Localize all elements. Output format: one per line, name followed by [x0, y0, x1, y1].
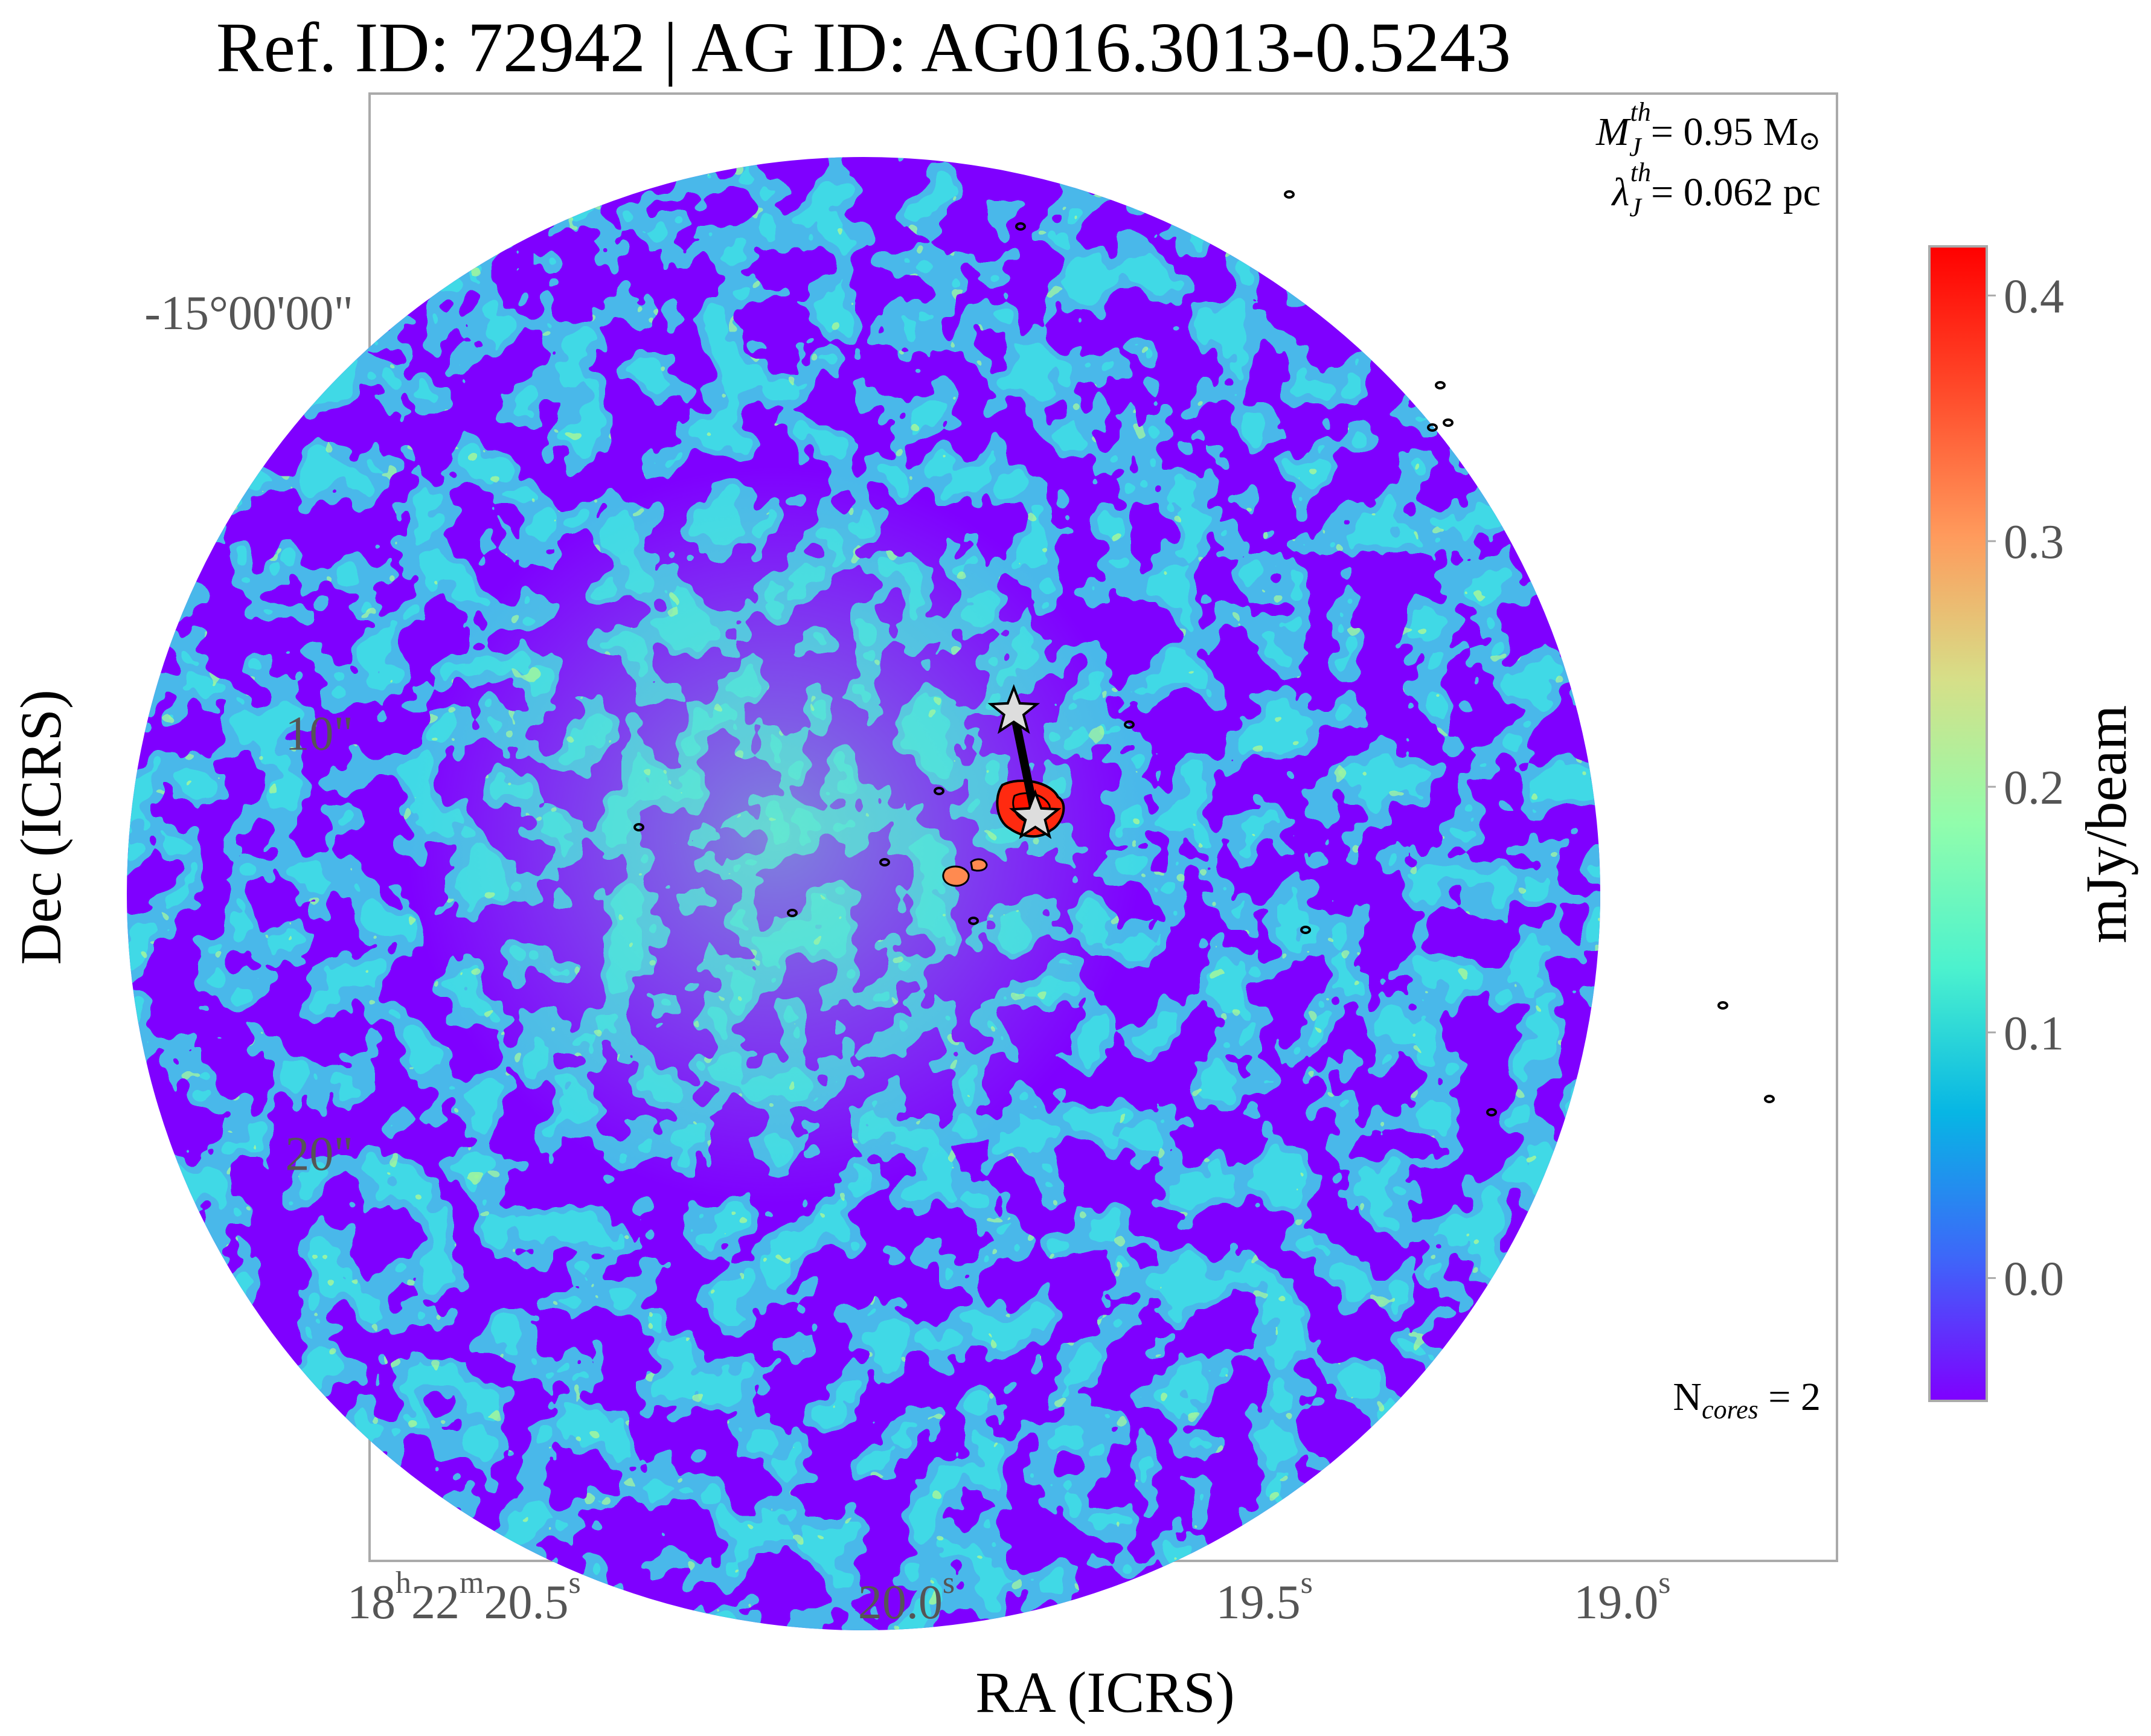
y-tick-label-1: 10" — [285, 707, 353, 760]
x-tick-label-1: 20.0s — [858, 1566, 955, 1629]
colorbar-label: mJy/beam — [2074, 705, 2138, 944]
noise-contour-3 — [1443, 418, 1454, 427]
heatmap-image — [127, 157, 1600, 1630]
y-axis-label: Dec (ICRS) — [8, 690, 73, 965]
colorbar-tick-label-0: 0.0 — [2004, 1253, 2064, 1306]
svg-text:MJth= 0.95 M⊙: MJth= 0.95 M⊙ — [1595, 97, 1821, 162]
n-cores-annotation: Ncores = 2 — [1673, 1375, 1821, 1424]
noise-contour-9 — [787, 909, 798, 917]
noise-contour-5 — [1124, 720, 1135, 729]
jeans-length-annotation: λJth= 0.062 pc — [1611, 158, 1821, 222]
noise-contour-11 — [1717, 1001, 1728, 1010]
jeans-mass-annotation: MJth= 0.95 M⊙ — [1595, 97, 1821, 162]
x-tick-label-2: 19.5s — [1216, 1566, 1313, 1629]
chart-title: Ref. ID: 72942 | AG ID: AG016.3013-0.524… — [216, 8, 1511, 87]
x-axis-ticks: 18h22m20.5s 20.0s 19.5s 19.0s — [347, 1566, 1671, 1629]
noise-contour-14 — [633, 823, 644, 831]
n-cores-value: = 2 — [1758, 1375, 1821, 1419]
noise-contour-13 — [1764, 1095, 1775, 1103]
core-emission-secondary — [942, 858, 988, 887]
noise-contour-1 — [1015, 222, 1026, 231]
jeans-mass-value: = 0.95 M — [1651, 110, 1798, 154]
jeans-length-value: = 0.062 pc — [1651, 170, 1821, 214]
x-axis-label: RA (ICRS) — [975, 1660, 1234, 1725]
jeans-length-symbol: λ — [1611, 170, 1630, 214]
colorbar-tick-label-2: 0.2 — [2004, 761, 2064, 815]
jeans-mass-sup: th — [1630, 97, 1650, 127]
heatmap-central-glow — [127, 157, 1600, 1630]
y-tick-label-2: 20" — [285, 1128, 353, 1181]
jeans-length-sub: J — [1629, 193, 1643, 222]
colorbar: 0.0 0.1 0.2 0.3 0.4 mJy/beam — [1928, 245, 2138, 1402]
noise-contour-7 — [879, 858, 890, 866]
jeans-mass-symbol: M — [1595, 110, 1632, 154]
noise-contour-10 — [1300, 926, 1311, 934]
colorbar-tick-label-1: 0.1 — [2004, 1007, 2064, 1060]
svg-text:λJth= 0.062 pc: λJth= 0.062 pc — [1611, 158, 1821, 222]
noise-contour-2 — [1435, 381, 1446, 389]
x-tick-label-3: 19.0s — [1574, 1566, 1670, 1629]
noise-contour-8 — [968, 917, 979, 925]
jeans-mass-sub: J — [1629, 132, 1643, 162]
jeans-length-sup: th — [1630, 158, 1651, 187]
colorbar-ticks: 0.0 0.1 0.2 0.3 0.4 — [1987, 270, 2064, 1306]
small-contours — [633, 190, 1775, 1116]
noise-contour-4 — [1427, 423, 1438, 432]
core-marker-1 — [1008, 789, 1062, 839]
colorbar-tick-label-4: 0.4 — [2004, 270, 2064, 323]
noise-contour-6 — [934, 787, 944, 795]
noise-contour-12 — [1486, 1108, 1497, 1116]
core-markers — [987, 684, 1062, 839]
x-tick-label-0: 18h22m20.5s — [347, 1566, 581, 1629]
colorbar-tick-label-3: 0.3 — [2004, 516, 2064, 569]
jeans-mass-unit-symbol: ⊙ — [1798, 126, 1821, 156]
core-marker-0 — [987, 684, 1040, 734]
n-cores-prefix: N — [1673, 1375, 1702, 1419]
svg-text:Ncores = 2: Ncores = 2 — [1673, 1375, 1821, 1424]
noise-contour-0 — [1284, 190, 1295, 199]
y-axis-ticks: -15°00'00" 10" 20" — [144, 287, 353, 1181]
y-tick-label-0: -15°00'00" — [144, 287, 353, 340]
colorbar-gradient — [1928, 245, 1988, 1402]
n-cores-sub: cores — [1702, 1395, 1758, 1424]
